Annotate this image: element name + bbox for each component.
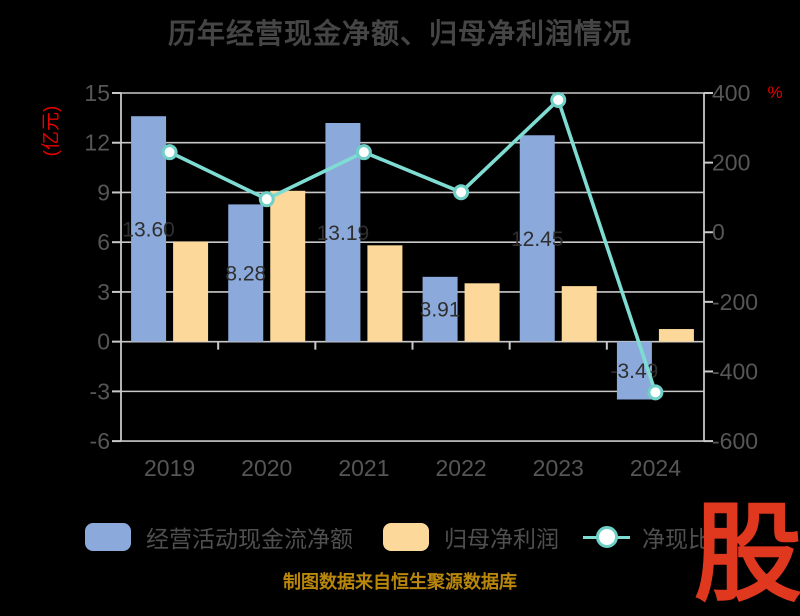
legend-label-cash-ratio: 净现比 — [642, 526, 711, 552]
cash-ratio-line — [168, 98, 658, 393]
x-axis-year-label: 2019 — [144, 455, 195, 481]
bar-net-profit — [658, 329, 694, 342]
right-axis-tick-label: -600 — [712, 428, 758, 454]
legend-swatch-orange — [383, 523, 429, 551]
right-axis-tick-label: -200 — [712, 289, 758, 315]
cash-ratio-point — [258, 191, 275, 208]
chart-plot-area: 13.608.2813.193.9112.45-3.4915129630-3-6… — [40, 80, 783, 481]
legend-label-net-profit: 归母净利润 — [444, 526, 559, 552]
x-axis-year-label: 2023 — [533, 455, 584, 481]
bar-operating-cashflow — [519, 135, 555, 342]
bar-operating-cashflow — [616, 341, 652, 400]
legend: 经营活动现金流净额 归母净利润 净现比 — [0, 520, 800, 554]
cash-ratio-point — [647, 384, 664, 401]
left-axis-tick-label: 15 — [84, 80, 110, 106]
legend-label-operating-cashflow: 经营活动现金流净额 — [146, 526, 353, 552]
left-axis-tick-label: 6 — [97, 229, 110, 255]
bar-net-profit — [561, 286, 597, 342]
data-source-caption: 制图数据来自恒生聚源数据库 — [283, 572, 517, 592]
bar-value-label: 8.28 — [225, 263, 266, 286]
cash-ratio-point — [161, 144, 178, 161]
legend-swatch-blue — [85, 523, 131, 551]
chart-title: 历年经营现金净额、归母净利润情况 — [167, 18, 632, 49]
left-axis-unit-label: (亿元) — [40, 106, 62, 157]
legend-line-marker-icon — [583, 523, 630, 551]
left-axis-tick-label: 9 — [97, 179, 110, 205]
left-axis-tick-label: -6 — [90, 428, 110, 454]
bar-operating-cashflow — [325, 123, 361, 342]
watermark-logo: 股 — [693, 498, 800, 614]
x-axis-year-label: 2021 — [338, 455, 389, 481]
left-axis-tick-label: -3 — [90, 378, 110, 404]
legend-item-operating-cashflow: 经营活动现金流净额 — [85, 520, 353, 554]
bar-net-profit — [464, 283, 500, 342]
right-axis-tick-label: 400 — [712, 80, 750, 106]
bar-value-label: 13.60 — [122, 218, 175, 241]
bar-operating-cashflow — [228, 204, 264, 342]
legend-item-cash-ratio: 净现比 — [583, 520, 711, 554]
x-axis-year-label: 2022 — [435, 455, 486, 481]
legend-item-net-profit: 归母净利润 — [383, 520, 559, 554]
right-axis-tick-label: -400 — [712, 358, 758, 384]
left-axis-tick-label: 12 — [84, 130, 110, 156]
bar-value-label: 3.91 — [420, 299, 461, 322]
chart-card: 历年经营现金净额、归母净利润情况 13.60 8.28 13.19 3.91 12.45… — [0, 18, 800, 610]
legend-circle-marker — [596, 526, 618, 548]
right-axis-unit-label: % — [767, 83, 782, 102]
bar-net-profit — [367, 245, 403, 342]
cash-ratio-point — [550, 91, 567, 108]
left-axis-tick-label: 0 — [97, 329, 110, 355]
bar-operating-cashflow — [422, 276, 458, 342]
bar-operating-cashflow — [131, 116, 167, 342]
bar-net-profit — [270, 190, 306, 342]
bar-value-label: 12.45 — [511, 228, 564, 251]
cash-ratio-point — [453, 184, 470, 201]
cash-ratio-point — [355, 144, 372, 161]
left-axis-tick-label: 3 — [97, 279, 110, 305]
right-axis-tick-label: 200 — [712, 150, 750, 176]
bar-net-profit — [173, 241, 209, 342]
x-axis-year-label: 2024 — [630, 455, 681, 481]
right-axis-tick-label: 0 — [712, 219, 725, 245]
x-axis-year-label: 2020 — [241, 455, 292, 481]
bar-value-label: 13.19 — [317, 222, 370, 245]
